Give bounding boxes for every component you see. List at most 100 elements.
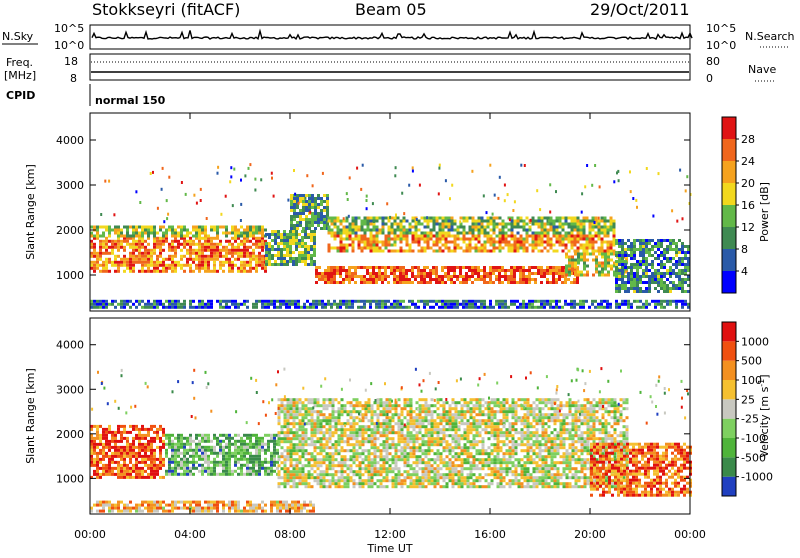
heatmap-cell <box>307 461 311 465</box>
heatmap-cell <box>301 443 305 447</box>
heatmap-cell <box>331 431 335 435</box>
heatmap-cell <box>361 428 365 432</box>
heatmap-cell <box>280 233 283 236</box>
heatmap-cell <box>219 299 222 303</box>
heatmap-cell <box>93 299 96 303</box>
heatmap-cell <box>156 206 159 210</box>
heatmap-cell <box>389 215 392 219</box>
heatmap-cell <box>174 451 177 455</box>
heatmap-cell <box>444 237 448 241</box>
heatmap-cell <box>150 254 153 258</box>
heatmap-cell <box>411 219 415 223</box>
heatmap-cell <box>114 466 117 470</box>
heatmap-cell <box>174 228 177 232</box>
heatmap-cell <box>370 482 374 486</box>
heatmap-cell <box>321 305 324 309</box>
heatmap-cell <box>346 458 350 462</box>
heatmap-cell <box>180 305 183 309</box>
heatmap-cell <box>678 299 681 303</box>
heatmap-cell <box>222 466 225 470</box>
heatmap-cell <box>310 437 314 441</box>
heatmap-cell <box>264 305 267 309</box>
heatmap-cell <box>317 203 320 206</box>
heatmap-cell <box>385 428 389 432</box>
heatmap-cell <box>319 419 323 423</box>
heatmap-cell <box>298 428 302 432</box>
heatmap-cell <box>358 431 362 435</box>
heatmap-cell <box>675 251 678 254</box>
heatmap-cell <box>330 219 334 223</box>
heatmap-cell <box>174 260 177 264</box>
heatmap-cell <box>370 428 374 432</box>
heatmap-cell <box>153 475 156 479</box>
heatmap-cell <box>583 255 586 259</box>
heatmap-cell <box>231 251 234 255</box>
heatmap-cell <box>387 266 390 269</box>
heatmap-cell <box>465 275 468 278</box>
heatmap-cell <box>189 299 192 303</box>
heatmap-cell <box>346 485 350 489</box>
heatmap-cell <box>198 454 201 458</box>
heatmap-cell <box>603 222 607 226</box>
heatmap-cell <box>295 416 299 420</box>
heatmap-cell <box>576 266 579 269</box>
heatmap-cell <box>147 263 150 267</box>
heatmap-cell <box>174 254 177 258</box>
heatmap-cell <box>90 266 93 270</box>
heatmap-cell <box>138 451 141 455</box>
heatmap-cell <box>381 305 384 309</box>
heatmap-cell <box>293 206 296 209</box>
heatmap-cell <box>400 437 404 441</box>
heatmap-cell <box>99 225 102 229</box>
heatmap-cell <box>90 234 93 238</box>
heatmap-cell <box>316 431 320 435</box>
heatmap-cell <box>183 263 186 267</box>
heatmap-cell <box>102 302 105 306</box>
heatmap-cell <box>249 439 252 443</box>
heatmap-cell <box>129 460 132 464</box>
heatmap-cell <box>346 443 350 447</box>
heatmap-cell <box>417 243 421 247</box>
heatmap-cell <box>570 237 574 241</box>
heatmap-cell <box>609 222 613 226</box>
heatmap-cell <box>249 254 252 258</box>
heatmap-cell <box>144 225 147 229</box>
heatmap-cell <box>552 281 555 284</box>
heatmap-cell <box>280 482 284 486</box>
heatmap-cell <box>320 209 323 212</box>
heatmap-cell <box>577 273 580 277</box>
heatmap-cell <box>292 263 295 266</box>
heatmap-cell <box>642 245 645 248</box>
heatmap-cell <box>450 302 453 306</box>
heatmap-cell <box>273 463 276 467</box>
heatmap-cell <box>492 225 496 229</box>
heatmap-cell <box>292 452 296 456</box>
heatmap-cell <box>579 231 583 235</box>
heatmap-cell <box>243 245 246 249</box>
heatmap-cell <box>342 243 346 247</box>
heatmap-cell <box>219 263 222 267</box>
heatmap-cell <box>382 464 386 468</box>
heatmap-cell <box>624 302 627 306</box>
nave-tick-low: 0 <box>706 72 713 85</box>
heatmap-cell <box>192 257 195 261</box>
heatmap-cell <box>355 464 359 468</box>
heatmap-cell <box>340 470 344 474</box>
heatmap-cell <box>414 222 418 226</box>
heatmap-cell <box>317 221 320 224</box>
heatmap-cell <box>552 272 555 275</box>
heatmap-cell <box>311 215 314 218</box>
heatmap-cell <box>99 460 102 464</box>
heatmap-cell <box>435 234 439 238</box>
heatmap-cell <box>292 449 296 453</box>
heatmap-cell <box>630 263 633 266</box>
heatmap-cell <box>480 302 483 306</box>
heatmap-cell <box>321 275 324 278</box>
heatmap-cell <box>298 461 302 465</box>
heatmap-cell <box>370 470 374 474</box>
heatmap-cell <box>108 445 111 449</box>
heatmap-cell <box>153 460 156 464</box>
heatmap-cell <box>147 475 150 479</box>
heatmap-cell <box>189 472 192 476</box>
heatmap-cell <box>255 460 258 464</box>
